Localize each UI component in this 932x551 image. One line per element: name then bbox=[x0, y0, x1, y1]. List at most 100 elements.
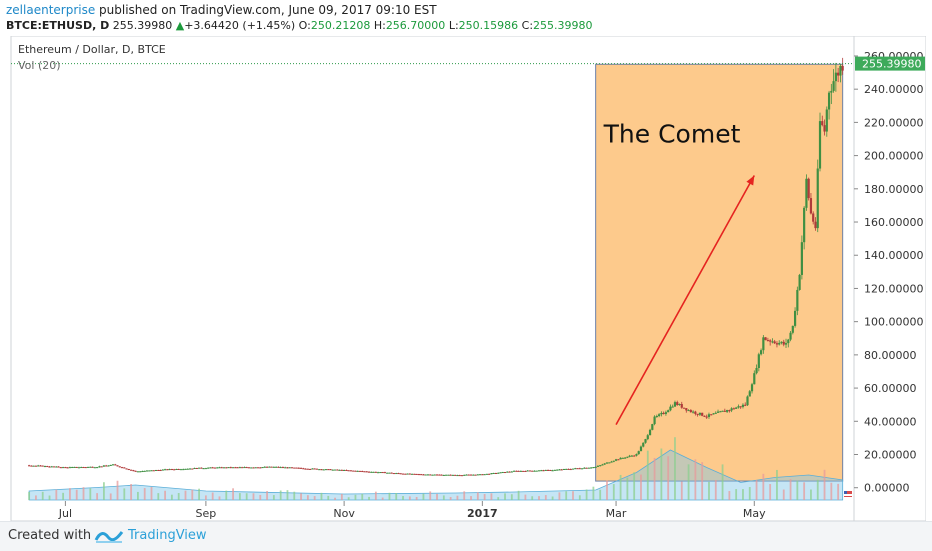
volume-bar bbox=[103, 482, 105, 500]
candle-body bbox=[818, 121, 822, 169]
candle-body bbox=[263, 466, 266, 468]
candle-body bbox=[338, 469, 341, 471]
candle-body bbox=[481, 474, 484, 476]
candle-body bbox=[725, 410, 729, 412]
candle-body bbox=[766, 340, 769, 342]
candle-body bbox=[744, 404, 747, 406]
candle-body bbox=[512, 470, 516, 472]
volume-bar bbox=[170, 494, 173, 500]
candle-body bbox=[100, 466, 103, 468]
candle-body bbox=[832, 81, 835, 91]
volume-bar bbox=[789, 479, 792, 500]
candle-body bbox=[347, 470, 350, 472]
candle-body bbox=[447, 474, 450, 476]
volume-bar bbox=[374, 491, 377, 500]
candle-body bbox=[254, 467, 257, 469]
volume-bar bbox=[368, 496, 370, 500]
volume-bar bbox=[449, 497, 452, 500]
candle-body bbox=[705, 416, 708, 418]
candle-body bbox=[32, 465, 35, 467]
candle-body bbox=[231, 467, 235, 469]
candle-body bbox=[64, 467, 67, 469]
volume-bar bbox=[510, 494, 513, 500]
candle-body bbox=[236, 467, 239, 469]
candle-body bbox=[340, 469, 343, 471]
candle-body bbox=[284, 467, 287, 469]
candle-body bbox=[580, 468, 584, 470]
candle-body bbox=[655, 416, 658, 418]
candle-body bbox=[701, 412, 704, 416]
candle-body bbox=[309, 468, 312, 470]
candle-body bbox=[599, 465, 602, 467]
candle-body bbox=[454, 474, 457, 476]
candle-body bbox=[327, 469, 330, 471]
candle-body bbox=[730, 408, 733, 411]
volume-bar bbox=[89, 488, 92, 500]
volume-bar bbox=[238, 493, 241, 500]
candle-body bbox=[241, 467, 244, 469]
volume-bar bbox=[143, 488, 146, 500]
volume-bar bbox=[538, 496, 540, 500]
candle-body bbox=[46, 466, 49, 468]
candle-body bbox=[456, 475, 459, 477]
candle-body bbox=[424, 474, 427, 476]
volume-bar bbox=[816, 479, 819, 500]
candle-body bbox=[306, 468, 309, 470]
volume-bar bbox=[776, 469, 778, 500]
last-price: 255.39980 bbox=[112, 19, 173, 32]
candle-body bbox=[363, 471, 366, 473]
candle-body bbox=[225, 467, 228, 469]
candle-body bbox=[646, 435, 649, 440]
candle-body bbox=[540, 470, 543, 472]
candle-body bbox=[417, 474, 421, 476]
candle-body bbox=[227, 467, 230, 469]
volume-bar bbox=[388, 492, 391, 500]
candle-body bbox=[259, 467, 262, 469]
volume-bar bbox=[728, 491, 731, 500]
candle-body bbox=[186, 468, 189, 470]
candle-body bbox=[497, 472, 500, 474]
volume-bar bbox=[279, 490, 282, 500]
tradingview-brand[interactable]: TradingView bbox=[128, 528, 207, 543]
candle-body bbox=[449, 474, 452, 476]
candle-body bbox=[132, 470, 135, 472]
candle-body bbox=[755, 368, 758, 374]
y-tick-label: 200.00000 bbox=[864, 150, 924, 163]
volume-bar bbox=[653, 457, 656, 500]
candle-body bbox=[365, 471, 368, 473]
candle-body bbox=[839, 66, 842, 76]
candle-body bbox=[163, 469, 167, 471]
candle-body bbox=[216, 467, 219, 469]
candle-body bbox=[714, 412, 717, 414]
volume-bar bbox=[218, 496, 221, 500]
volume-bar bbox=[137, 491, 139, 500]
candle-body bbox=[444, 474, 448, 476]
candle-body bbox=[769, 340, 772, 342]
volume-bar bbox=[490, 493, 493, 500]
volume-bar bbox=[191, 489, 194, 500]
volume-bar bbox=[578, 495, 581, 500]
candle-body bbox=[805, 178, 808, 208]
candle-body bbox=[41, 465, 44, 467]
volume-bar bbox=[497, 497, 500, 500]
volume-bar bbox=[306, 495, 309, 500]
candle-body bbox=[689, 410, 692, 413]
candle-body bbox=[157, 470, 160, 472]
author-link[interactable]: zellaenterprise bbox=[6, 3, 96, 17]
candle-body bbox=[84, 467, 87, 469]
candle-body bbox=[757, 354, 760, 369]
candle-body bbox=[542, 470, 545, 472]
candle-body bbox=[533, 470, 536, 472]
volume-label: Vol (20) bbox=[18, 59, 61, 72]
volume-bar bbox=[436, 493, 438, 500]
volume-bar bbox=[524, 494, 527, 500]
volume-bar bbox=[470, 496, 472, 500]
volume-bar bbox=[755, 480, 758, 500]
y-tick-label: 240.00000 bbox=[864, 83, 924, 96]
volume-bar bbox=[347, 497, 350, 500]
price-chart[interactable]: 260.00000240.00000220.00000200.00000180.… bbox=[6, 36, 926, 521]
candle-body bbox=[290, 467, 294, 469]
candle-body bbox=[660, 412, 663, 415]
last-price-label: 255.39980 bbox=[862, 58, 922, 71]
candle-body bbox=[28, 465, 31, 467]
